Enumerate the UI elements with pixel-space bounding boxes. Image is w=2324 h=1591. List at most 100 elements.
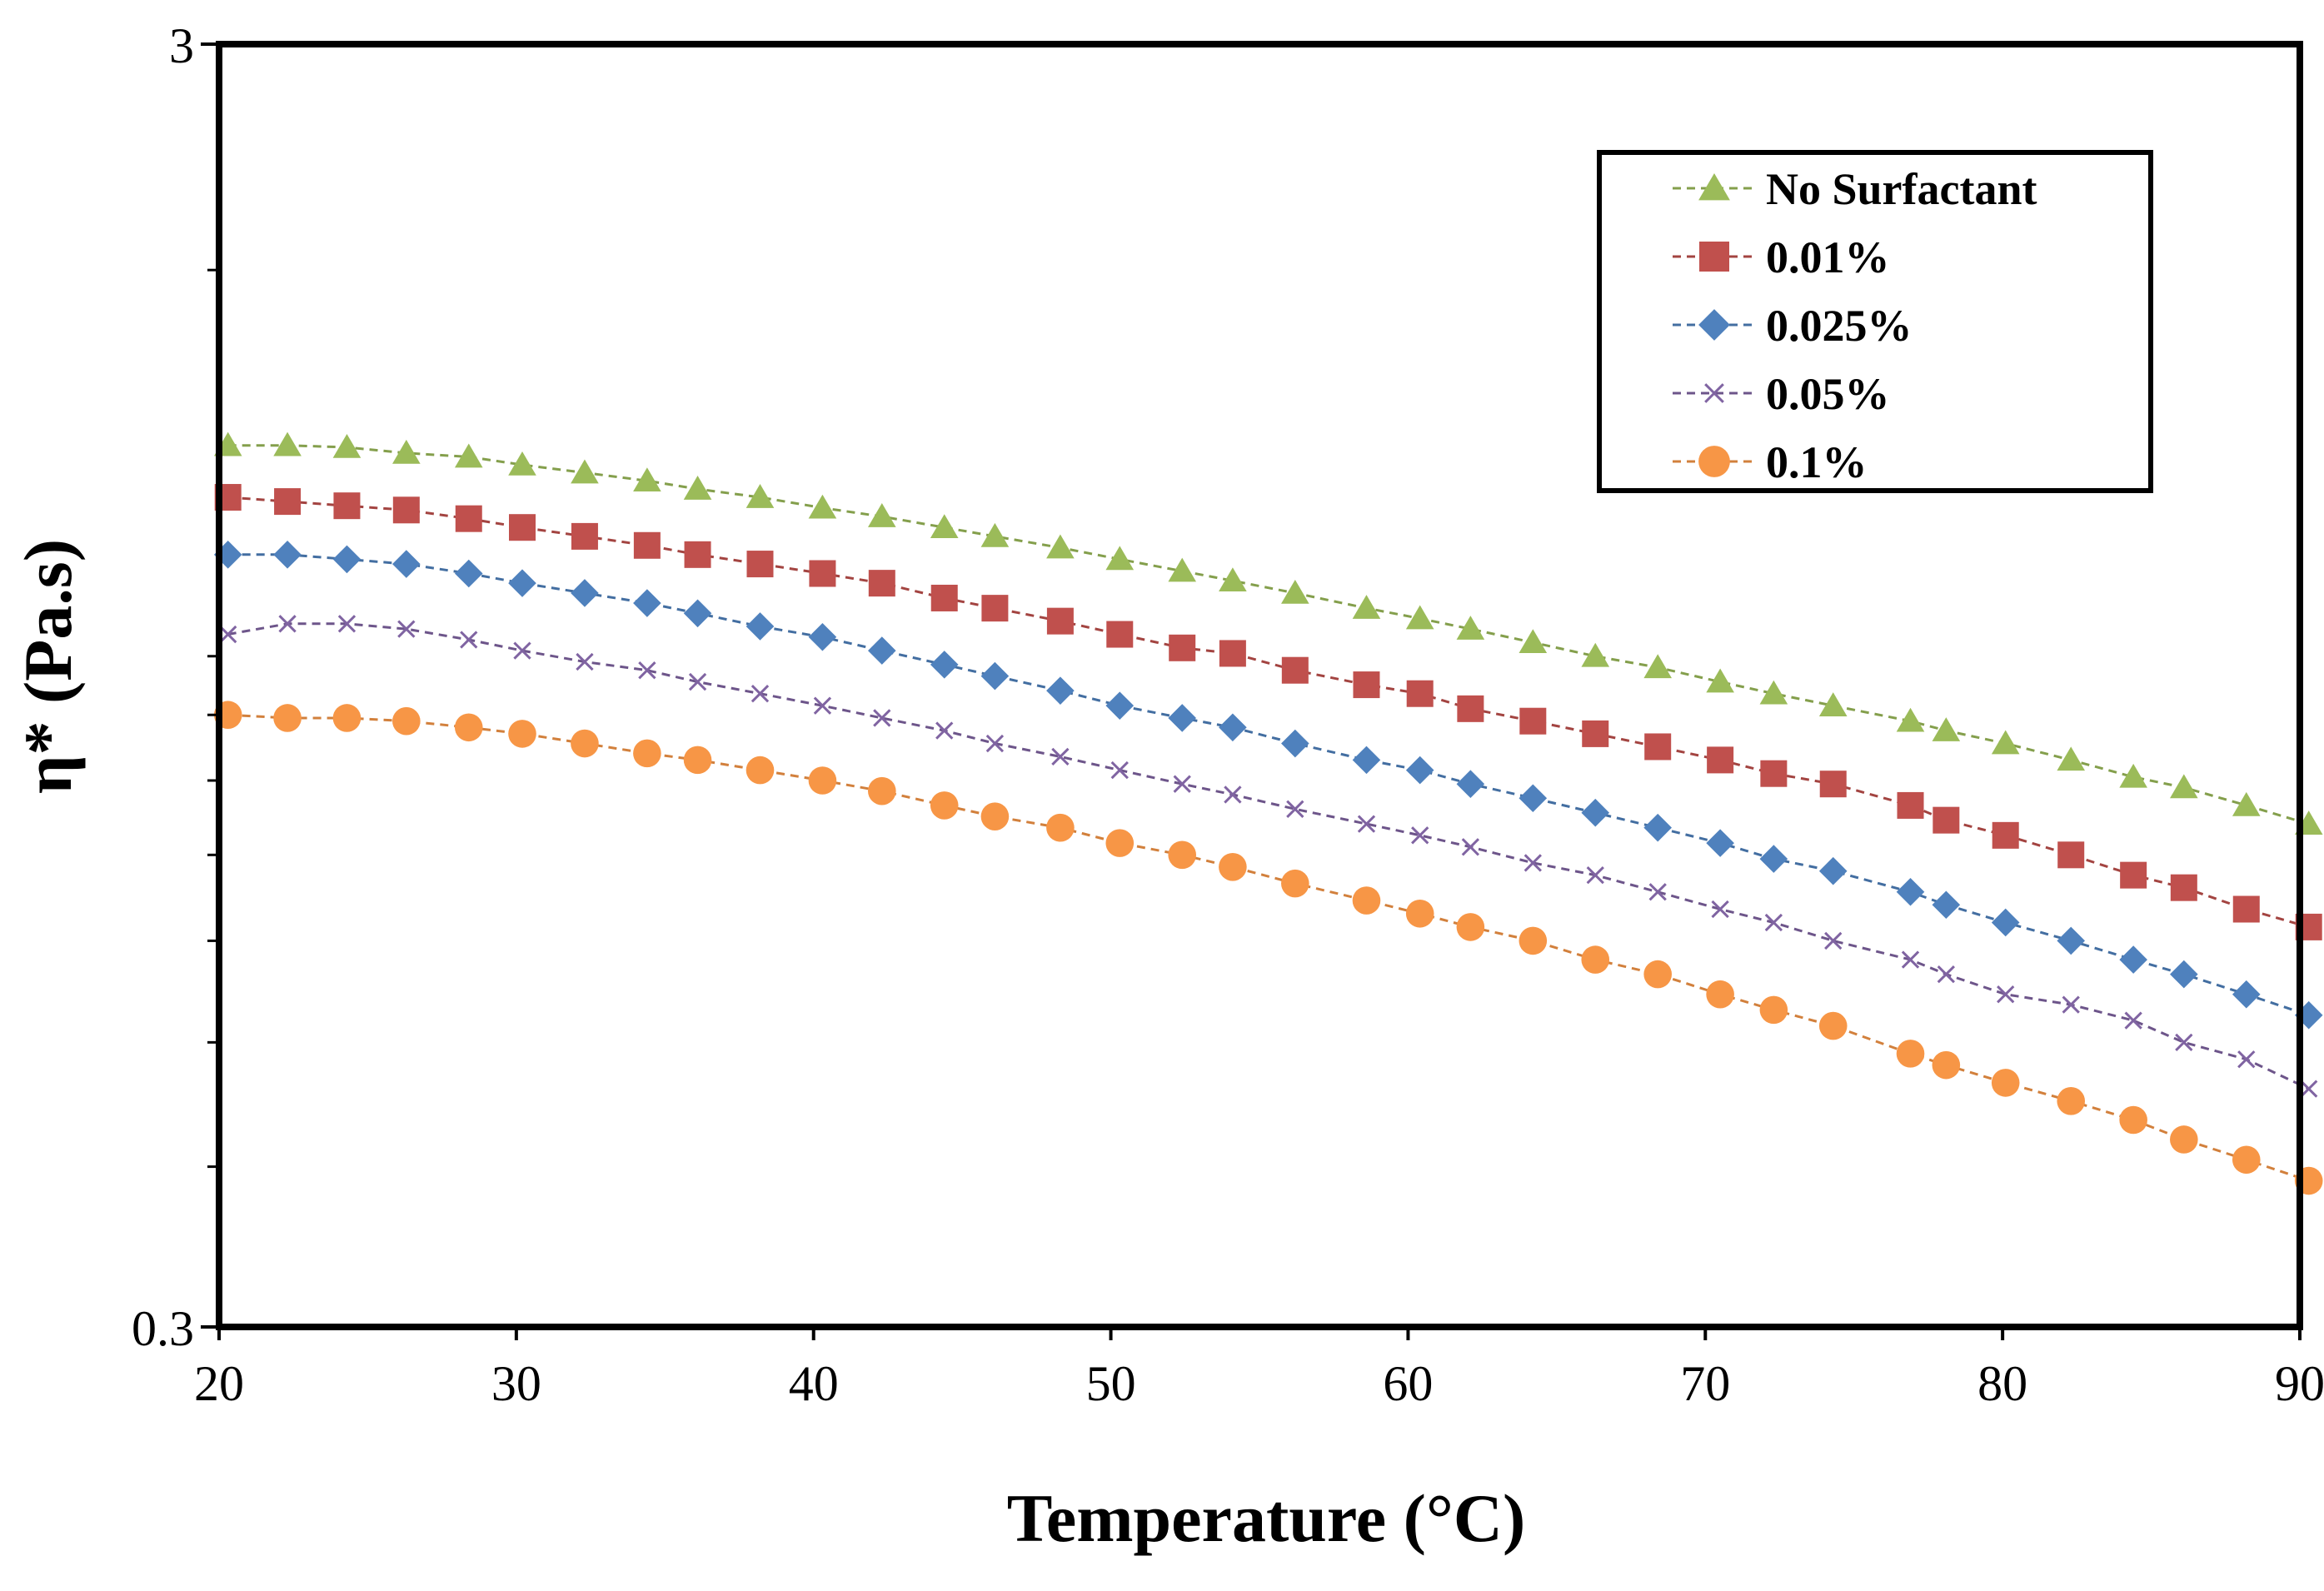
data-point (1896, 1040, 1925, 1068)
data-point (1352, 595, 1381, 619)
data-point (746, 484, 775, 508)
series-circle (213, 701, 2323, 1195)
legend-marker (1698, 173, 1730, 201)
data-point (980, 802, 1010, 830)
series-line (227, 553, 2310, 1017)
data-point (1110, 761, 1129, 780)
legend-label: 0.05% (1766, 369, 1890, 419)
data-point (930, 651, 959, 679)
data-point (571, 729, 599, 758)
data-point (1219, 853, 1247, 881)
data-point (1411, 826, 1429, 845)
data-point (751, 685, 770, 703)
legend-label: 0.1% (1766, 437, 1868, 487)
data-point (688, 672, 707, 691)
legend-entry: 0.05% (1673, 369, 1890, 419)
data-point (746, 612, 775, 641)
data-point (746, 756, 775, 785)
data-point (1581, 945, 1610, 974)
data-point (1706, 829, 1734, 857)
data-point (1456, 770, 1485, 799)
data-point (1353, 671, 1380, 699)
data-point (1286, 800, 1304, 818)
data-point (337, 615, 357, 633)
data-point (1352, 746, 1381, 775)
data-point (392, 706, 421, 736)
data-point (867, 636, 896, 665)
data-point (1169, 634, 1196, 661)
data-point (2062, 995, 2080, 1014)
data-point (2170, 1125, 2198, 1154)
data-point (1046, 676, 1075, 705)
data-point (633, 589, 661, 617)
series-line (227, 444, 2310, 825)
data-point (460, 631, 478, 649)
data-point (633, 531, 661, 559)
data-point (2119, 763, 2147, 788)
data-point (508, 451, 536, 476)
data-point (1357, 815, 1376, 833)
data-point (454, 443, 483, 468)
data-point (1106, 621, 1134, 648)
data-point (2300, 1080, 2318, 1098)
data-point (2232, 791, 2261, 816)
series-x (219, 615, 2318, 1098)
data-point (1219, 567, 1247, 592)
legend-entry: 0.1% (1673, 437, 1868, 487)
data-point (930, 584, 958, 611)
data-point (1582, 720, 1609, 747)
data-point (1896, 877, 1925, 906)
data-point (867, 776, 896, 805)
data-point (1461, 838, 1480, 856)
data-point (508, 569, 536, 597)
data-point (1706, 980, 1734, 1009)
data-point (1581, 642, 1610, 667)
data-point (808, 494, 837, 519)
data-point (273, 704, 302, 732)
data-point (454, 713, 483, 742)
data-point (1937, 965, 1956, 984)
data-point (1760, 760, 1788, 787)
data-point (1932, 890, 1961, 920)
data-point (508, 514, 536, 541)
data-point (1818, 692, 1848, 716)
data-point (1046, 813, 1075, 842)
data-point (1519, 629, 1548, 654)
data-point (332, 433, 362, 458)
data-point (1168, 557, 1197, 582)
data-point (392, 496, 420, 524)
data-point (1105, 829, 1135, 857)
data-point (2120, 861, 2147, 889)
y-axis-title: η* (Pa.s) (10, 539, 86, 794)
data-point (980, 522, 1010, 547)
data-point (397, 620, 416, 638)
axis-layer: 20 30 40 50 60 70 80 90 3 0.3 (132, 18, 2324, 1411)
data-point (1992, 821, 2019, 849)
data-point (930, 791, 959, 820)
data-point (1406, 680, 1434, 707)
legend-label: 0.025% (1766, 301, 1913, 351)
data-point (1997, 985, 2015, 1004)
data-point (455, 505, 482, 532)
data-point (746, 551, 774, 578)
data-point (2170, 774, 2198, 799)
series-square (214, 484, 2322, 940)
data-point (2294, 1000, 2323, 1030)
legend-marker (1698, 309, 1730, 341)
data-point (333, 492, 361, 520)
data-point (1586, 865, 1604, 885)
data-point (2170, 874, 2197, 901)
data-point (873, 709, 891, 727)
data-point (1405, 899, 1434, 928)
data-point (1932, 1050, 1961, 1080)
data-point (1519, 707, 1547, 735)
x-tick-label: 70 (1680, 1356, 1730, 1411)
data-point (1046, 607, 1074, 635)
data-point (1168, 704, 1197, 732)
y-tick-label: 0.3 (132, 1301, 194, 1356)
data-point (1711, 900, 1729, 919)
data-point (1352, 886, 1381, 915)
data-point (683, 746, 712, 775)
data-point (1706, 668, 1734, 693)
data-point (1281, 729, 1309, 758)
